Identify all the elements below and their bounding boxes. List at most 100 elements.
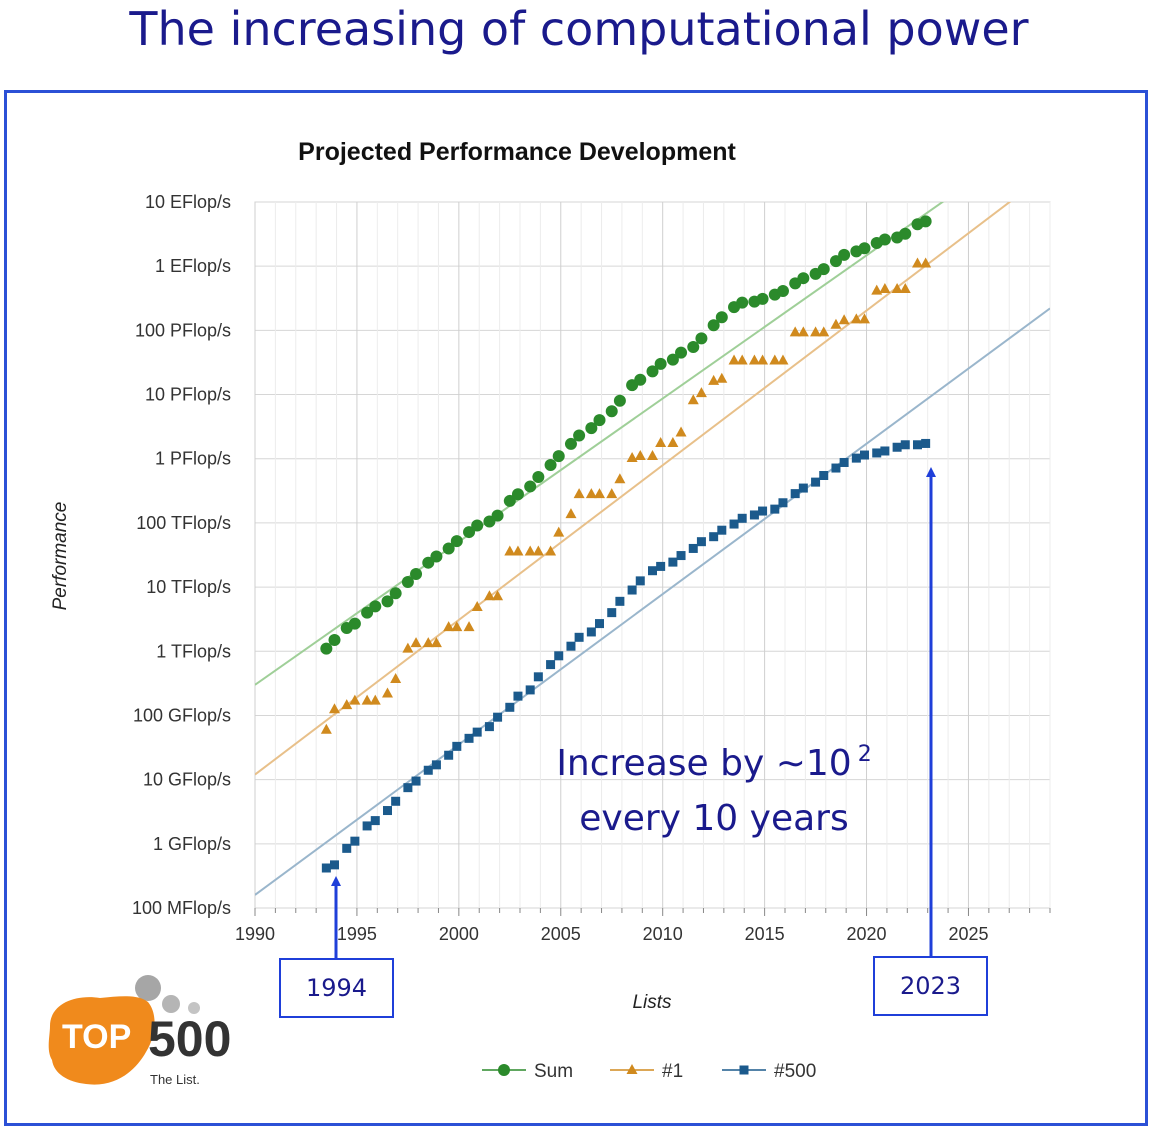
svg-text:Increase by ∼102: Increase by ∼10 2 (556, 742, 871, 784)
top1-point (777, 354, 789, 365)
top500-point (688, 543, 698, 553)
top1-point (382, 687, 393, 698)
top500-point (370, 816, 380, 826)
top1-point (443, 621, 455, 632)
trendline (255, 307, 1050, 896)
top1-point (341, 699, 353, 710)
sum-point (430, 550, 443, 563)
top1-point (891, 282, 903, 293)
top1-point (871, 284, 883, 295)
top500-point (391, 796, 401, 806)
sum-point (463, 526, 476, 539)
sum-point (654, 357, 667, 370)
callout-1994: 1994 (279, 958, 394, 1018)
top500-point (668, 557, 678, 567)
top500-point (860, 450, 869, 460)
sum-point (613, 394, 626, 407)
top1-point (736, 354, 748, 365)
top500-point (696, 537, 706, 547)
top500-point (819, 470, 829, 480)
annotation-superscript: 2 (858, 742, 872, 767)
top1-point (728, 354, 740, 365)
sum-point (491, 509, 504, 522)
top1-point (471, 600, 483, 611)
legend: Sum #1 #500 (482, 1061, 816, 1082)
sum-point (389, 587, 402, 600)
top1-point (626, 452, 638, 463)
top500-point (472, 727, 482, 737)
top1-point (369, 694, 381, 705)
top1-point (748, 354, 760, 365)
legend-top1-marker (626, 1064, 638, 1074)
top500-point (851, 453, 861, 463)
top1-point (606, 488, 618, 499)
top500-point (342, 843, 352, 853)
top1-point (716, 372, 728, 383)
top1-point (859, 313, 870, 324)
top1-point (675, 426, 687, 437)
y-tick-label: 100 MFlop/s (132, 898, 231, 918)
sum-point (829, 255, 842, 268)
top500-point (892, 442, 902, 452)
sum-point (573, 429, 586, 442)
sum-point (320, 642, 333, 655)
top500-point (758, 506, 768, 516)
top500-point (574, 632, 584, 642)
top1-point (451, 621, 463, 632)
top500-point (607, 608, 617, 618)
top1-point (830, 318, 842, 329)
top1-point (573, 488, 585, 499)
sum-point (687, 341, 700, 354)
top1-point (483, 590, 495, 601)
top1-point (390, 672, 402, 683)
sum-point (899, 227, 912, 240)
top500-point (350, 836, 360, 846)
sum-point (736, 296, 749, 309)
top500-point (431, 760, 441, 770)
x-tick-label: 2020 (847, 924, 887, 944)
x-tick-label: 2015 (745, 924, 785, 944)
sum-point (401, 576, 414, 589)
top500-point (729, 519, 739, 529)
sum-point (422, 556, 435, 569)
top1-point (594, 488, 605, 499)
top500-point (778, 498, 788, 508)
legend-sum-marker (498, 1064, 510, 1076)
y-tick-label: 1 TFlop/s (156, 641, 231, 661)
top500-point (615, 596, 625, 606)
trendline (255, 202, 1012, 776)
top1-point (422, 637, 434, 648)
top1-point (565, 508, 577, 519)
plot-area (254, 201, 1051, 909)
sum-point (707, 319, 720, 332)
sum-point (361, 606, 374, 619)
sum-point (878, 233, 891, 246)
sum-point (919, 215, 932, 228)
logo-dot-small (188, 1002, 200, 1014)
growth-annotation: Increase by ∼10 2 every 10 years (556, 742, 871, 839)
top1-point (838, 314, 850, 325)
y-tick-label: 10 EFlop/s (145, 192, 231, 212)
top500-point (627, 585, 637, 595)
callout-2023: 2023 (873, 956, 988, 1016)
sum-point (450, 535, 463, 548)
x-tick-label: 2010 (643, 924, 683, 944)
top500-point (709, 532, 719, 542)
legend-top500-marker (739, 1065, 749, 1075)
legend-label: Sum (534, 1061, 573, 1082)
top1-point (361, 694, 373, 705)
top1-point (912, 257, 923, 268)
y-tick-label: 1 EFlop/s (155, 256, 231, 276)
x-tick-label: 2025 (948, 924, 988, 944)
top500-point (900, 440, 910, 450)
logo-500-text: 500 (148, 1011, 231, 1067)
sum-point (381, 595, 394, 608)
top500-point (484, 722, 494, 732)
y-tick-label: 10 TFlop/s (146, 577, 231, 597)
legend-label: #1 (662, 1061, 683, 1082)
sum-point (503, 494, 516, 507)
y-tick-label: 100 TFlop/s (136, 513, 231, 533)
sum-point (715, 311, 728, 324)
x-tick-label: 2005 (541, 924, 581, 944)
sum-point (797, 272, 810, 285)
